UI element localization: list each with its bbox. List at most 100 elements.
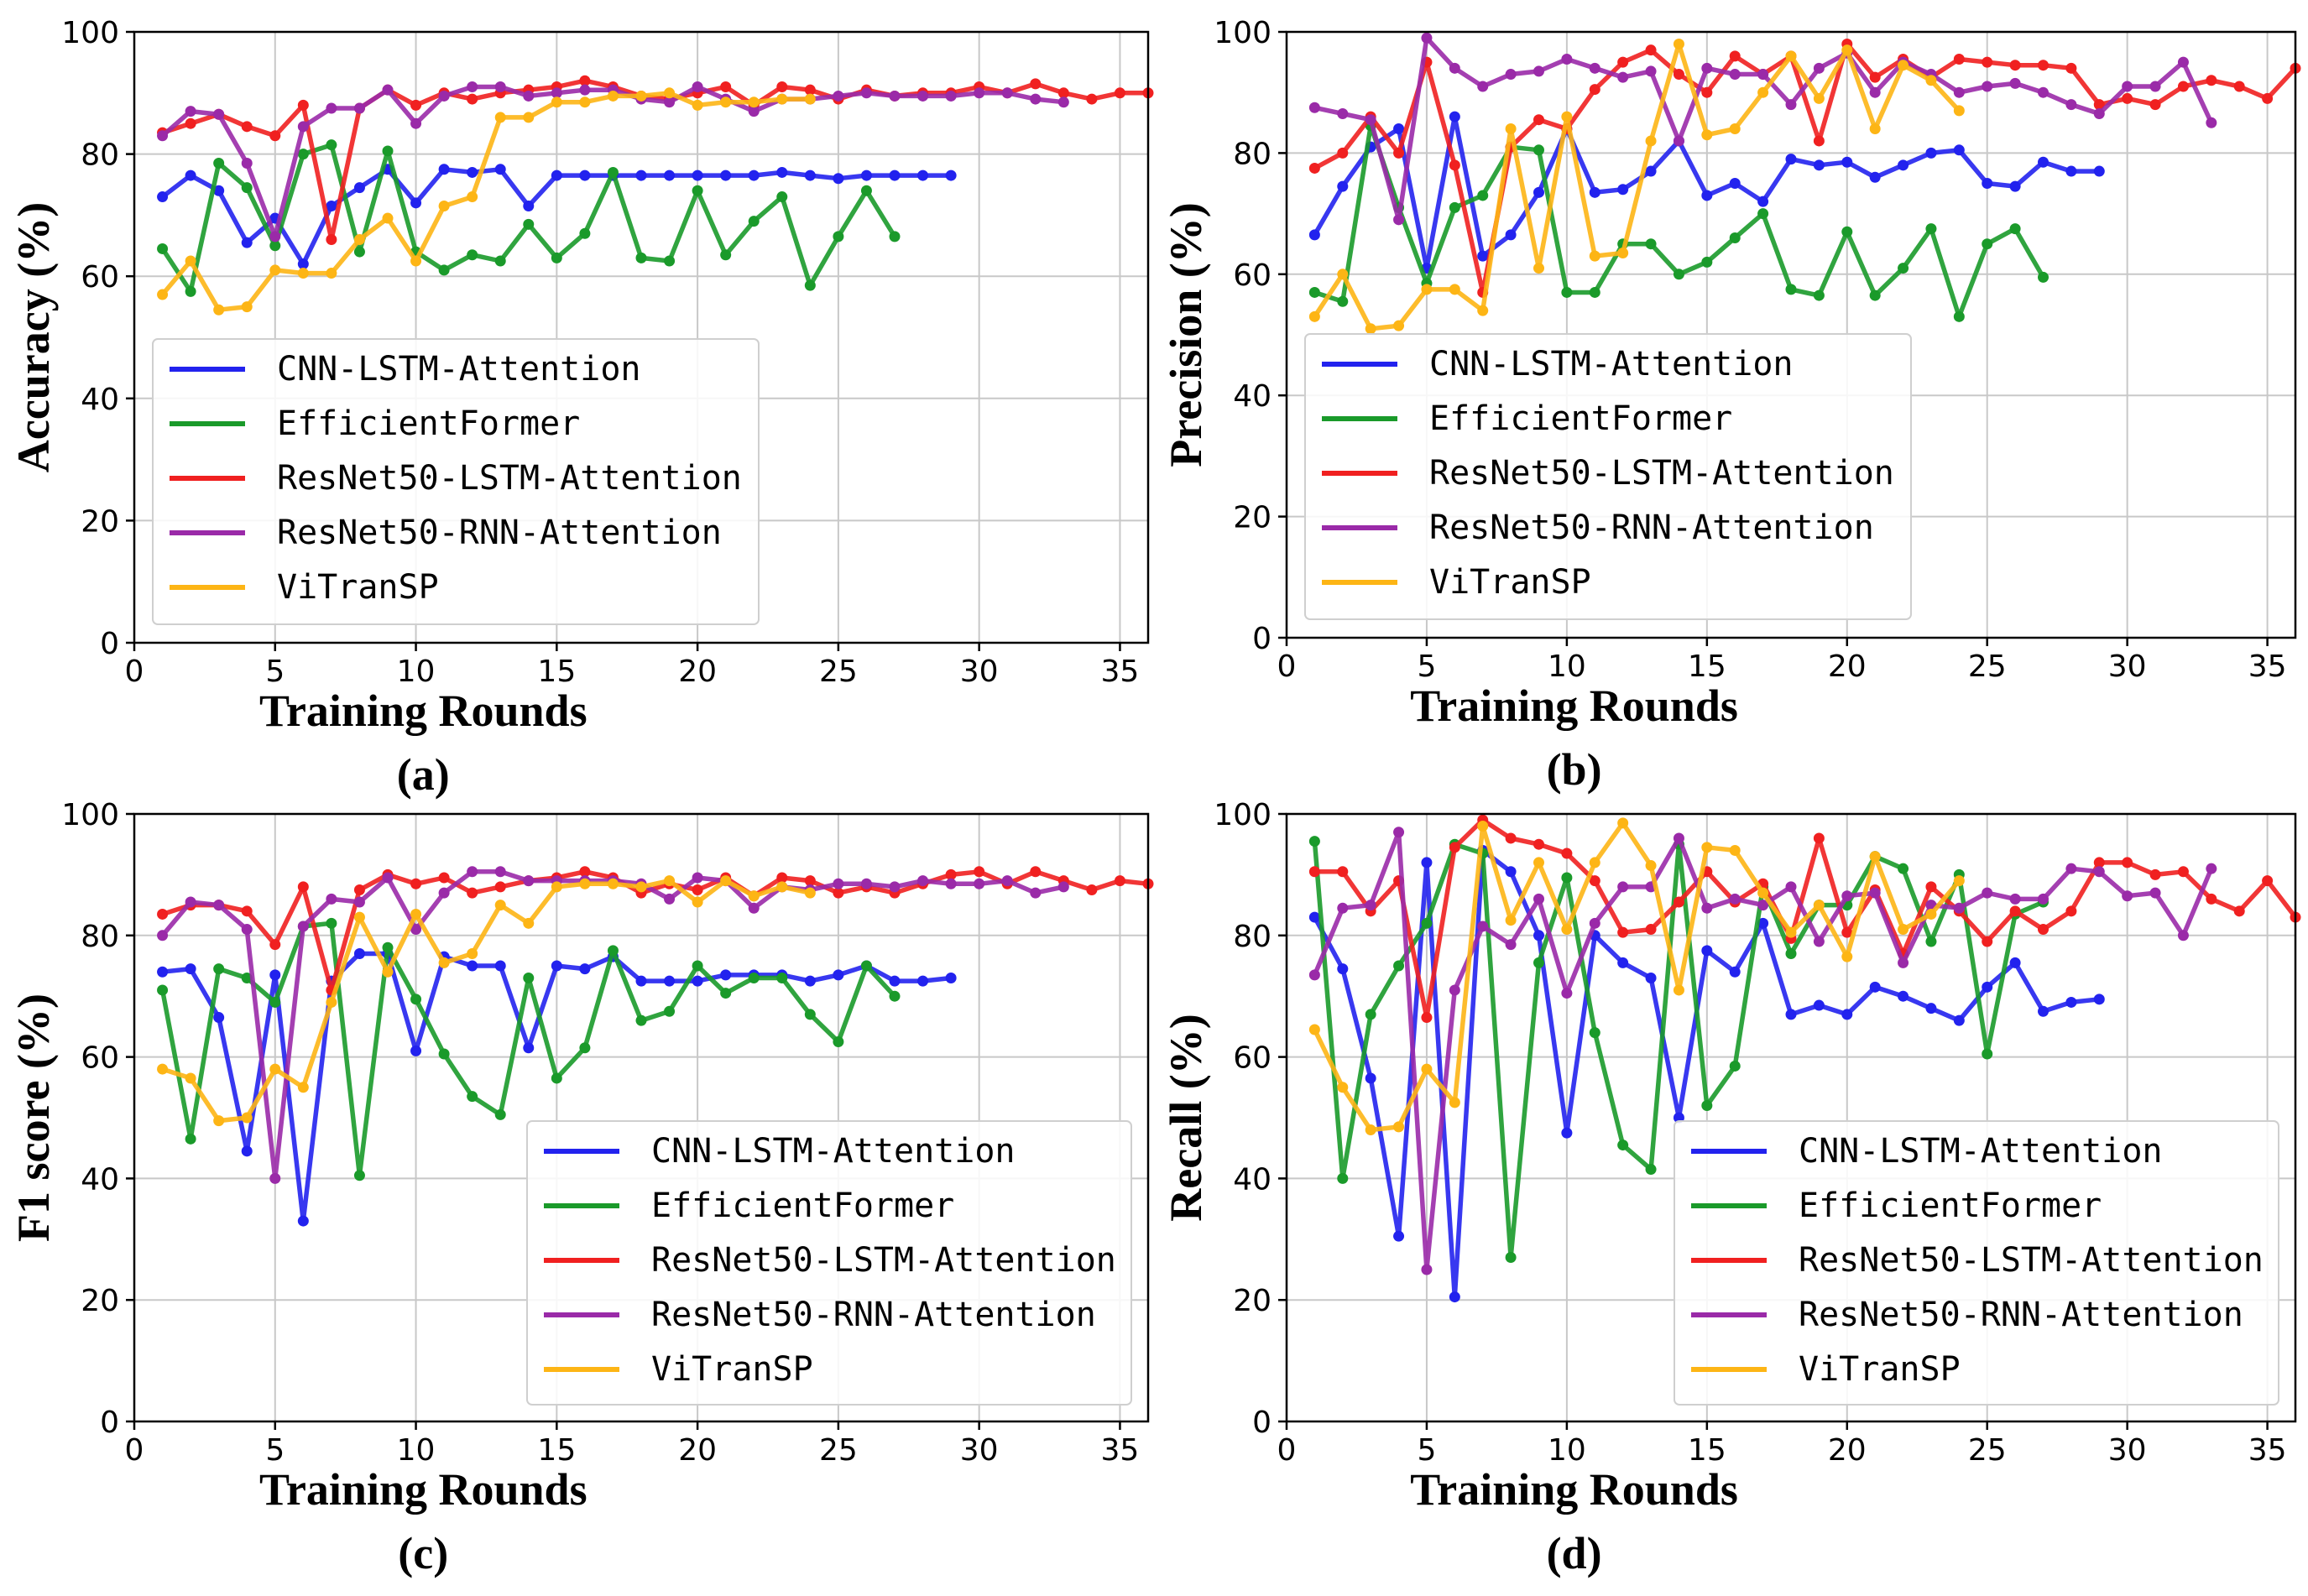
- data-point-resnet50-lstm-attention: [579, 75, 591, 86]
- data-point-efficientformer: [467, 1091, 478, 1103]
- data-point-vitransp: [1898, 60, 1909, 71]
- data-point-cnn-lstm-attention: [1729, 178, 1741, 189]
- data-point-cnn-lstm-attention: [945, 972, 957, 983]
- data-point-cnn-lstm-attention: [1645, 165, 1657, 177]
- data-point-resnet50-lstm-attention: [1421, 1012, 1433, 1024]
- data-point-vitransp: [1785, 926, 1797, 938]
- data-point-resnet50-rnn-attention: [2065, 863, 2077, 874]
- x-tick-label: 5: [1417, 649, 1436, 684]
- data-point-resnet50-lstm-attention: [692, 884, 703, 895]
- data-point-cnn-lstm-attention: [1701, 190, 1713, 201]
- data-point-cnn-lstm-attention: [579, 963, 591, 975]
- data-point-efficientformer: [748, 972, 760, 983]
- data-point-efficientformer: [776, 191, 788, 203]
- data-point-vitransp: [635, 90, 647, 102]
- data-point-cnn-lstm-attention: [551, 960, 562, 972]
- data-point-efficientformer: [467, 249, 478, 261]
- data-point-efficientformer: [1561, 286, 1573, 298]
- data-point-vitransp: [410, 908, 422, 920]
- data-point-resnet50-lstm-attention: [1308, 162, 1320, 174]
- data-point-cnn-lstm-attention: [2065, 165, 2077, 177]
- data-point-resnet50-lstm-attention: [1533, 114, 1544, 126]
- data-point-resnet50-lstm-attention: [2038, 924, 2049, 936]
- data-point-vitransp: [1561, 924, 1573, 936]
- data-point-resnet50-rnn-attention: [945, 878, 957, 889]
- x-tick-label: 20: [1828, 649, 1867, 684]
- x-tick-label: 35: [2248, 649, 2287, 684]
- data-point-cnn-lstm-attention: [1533, 186, 1544, 198]
- x-axis-title: Training Rounds: [1410, 1464, 1738, 1515]
- x-tick-label: 25: [1968, 1433, 2007, 1468]
- data-point-resnet50-rnn-attention: [1953, 902, 1965, 914]
- data-point-efficientformer: [241, 182, 253, 194]
- data-point-resnet50-lstm-attention: [1449, 159, 1460, 171]
- data-point-resnet50-rnn-attention: [833, 90, 844, 102]
- data-point-resnet50-rnn-attention: [1561, 53, 1573, 65]
- data-point-vitransp: [1729, 844, 1741, 856]
- x-tick-label: 25: [819, 655, 858, 689]
- data-point-vitransp: [1617, 817, 1629, 829]
- data-point-resnet50-rnn-attention: [1982, 887, 1993, 899]
- data-point-vitransp: [1337, 1082, 1349, 1093]
- data-point-efficientformer: [889, 231, 901, 243]
- data-point-efficientformer: [551, 252, 562, 263]
- data-point-efficientformer: [635, 1014, 647, 1026]
- data-point-vitransp: [1869, 851, 1881, 863]
- data-point-cnn-lstm-attention: [1645, 972, 1657, 983]
- data-point-cnn-lstm-attention: [1813, 159, 1825, 171]
- data-point-resnet50-lstm-attention: [1813, 832, 1825, 844]
- data-point-vitransp: [1505, 123, 1517, 135]
- data-point-resnet50-lstm-attention: [2206, 75, 2217, 86]
- data-point-vitransp: [269, 1063, 281, 1075]
- data-point-efficientformer: [494, 255, 506, 267]
- data-point-efficientformer: [607, 166, 619, 178]
- data-point-efficientformer: [241, 972, 253, 983]
- x-tick-label: 25: [819, 1433, 858, 1468]
- y-tick-label: 20: [1233, 1284, 1271, 1318]
- data-point-efficientformer: [1365, 1009, 1376, 1020]
- x-tick-label: 35: [1101, 1433, 1140, 1468]
- data-point-vitransp: [1393, 320, 1405, 331]
- data-point-resnet50-rnn-attention: [523, 90, 535, 102]
- data-point-resnet50-rnn-attention: [551, 87, 562, 99]
- data-point-resnet50-lstm-attention: [269, 939, 281, 951]
- data-point-cnn-lstm-attention: [1505, 229, 1517, 241]
- data-point-vitransp: [1785, 50, 1797, 62]
- data-point-cnn-lstm-attention: [2009, 180, 2021, 192]
- data-point-vitransp: [664, 87, 676, 99]
- legend-label: ViTranSP: [277, 568, 439, 607]
- data-point-cnn-lstm-attention: [1617, 957, 1629, 968]
- data-point-vitransp: [1813, 900, 1825, 911]
- data-point-resnet50-lstm-attention: [410, 878, 422, 889]
- data-point-resnet50-lstm-attention: [297, 881, 309, 893]
- legend-box: [152, 338, 760, 625]
- data-point-efficientformer: [523, 972, 535, 983]
- data-point-vitransp: [635, 881, 647, 893]
- data-point-resnet50-rnn-attention: [157, 130, 169, 142]
- data-point-vitransp: [1701, 129, 1713, 141]
- data-point-efficientformer: [720, 988, 732, 999]
- data-point-resnet50-lstm-attention: [1813, 135, 1825, 147]
- data-point-resnet50-rnn-attention: [860, 87, 872, 99]
- data-point-resnet50-lstm-attention: [2009, 60, 2021, 71]
- data-point-efficientformer: [1561, 872, 1573, 884]
- data-point-cnn-lstm-attention: [635, 170, 647, 181]
- data-point-resnet50-rnn-attention: [2122, 81, 2133, 92]
- data-point-cnn-lstm-attention: [776, 166, 788, 178]
- data-point-vitransp: [1953, 875, 1965, 887]
- data-point-resnet50-lstm-attention: [326, 234, 337, 246]
- data-point-vitransp: [1533, 857, 1544, 868]
- data-point-cnn-lstm-attention: [748, 170, 760, 181]
- data-point-vitransp: [720, 875, 732, 887]
- data-point-vitransp: [1645, 860, 1657, 872]
- data-point-resnet50-rnn-attention: [748, 106, 760, 117]
- data-point-resnet50-rnn-attention: [1813, 62, 1825, 74]
- data-point-efficientformer: [1505, 1252, 1517, 1264]
- data-point-cnn-lstm-attention: [467, 960, 478, 972]
- legend-label: ViTranSP: [651, 1350, 813, 1389]
- data-point-resnet50-rnn-attention: [1337, 107, 1349, 119]
- data-point-resnet50-rnn-attention: [2093, 866, 2105, 878]
- data-point-resnet50-rnn-attention: [1589, 917, 1600, 929]
- data-point-efficientformer: [269, 240, 281, 252]
- data-point-efficientformer: [664, 1005, 676, 1017]
